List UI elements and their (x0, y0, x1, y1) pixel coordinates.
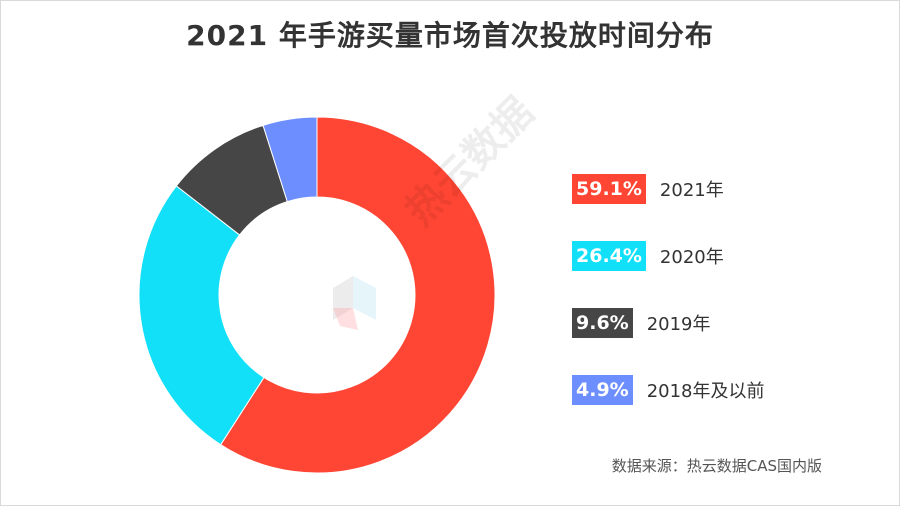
legend-item: 26.4% 2020年 (572, 239, 765, 273)
legend-value-badge: 4.9% (572, 375, 633, 405)
legend: 59.1% 2021年 26.4% 2020年 9.6% 2019年 4.9% … (572, 172, 765, 440)
chart-title: 2021 年手游买量市场首次投放时间分布 (186, 19, 714, 52)
legend-label: 2021年 (659, 180, 724, 201)
donut-slice (219, 116, 496, 474)
legend-value-badge: 26.4% (572, 241, 646, 271)
legend-label: 2020年 (659, 247, 724, 268)
watermark-logo-icon (333, 276, 376, 330)
legend-value-badge: 9.6% (572, 308, 633, 338)
legend-label: 2019年 (646, 314, 711, 335)
donut-slice (262, 116, 318, 203)
legend-item: 4.9% 2018年及以前 (572, 373, 765, 407)
donut-slice (138, 185, 265, 446)
legend-item: 9.6% 2019年 (572, 306, 765, 340)
legend-item: 59.1% 2021年 (572, 172, 765, 206)
data-source-note: 数据来源：热云数据CAS国内版 (611, 457, 822, 475)
legend-label: 2018年及以前 (646, 381, 765, 402)
legend-value-badge: 59.1% (572, 174, 646, 204)
